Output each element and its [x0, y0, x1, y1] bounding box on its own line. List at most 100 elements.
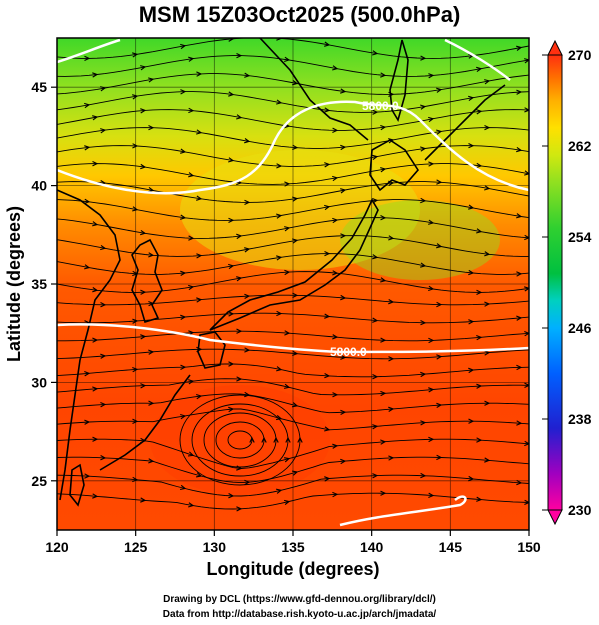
colorbar-scale	[547, 54, 563, 511]
streamline	[57, 199, 529, 221]
streamline-arrow	[100, 401, 107, 408]
streamline-arrow	[524, 382, 529, 388]
kyushu-coastline	[197, 331, 226, 369]
contour-northwest	[57, 38, 121, 64]
streamline-arrow	[428, 219, 435, 225]
streamline-arrow	[388, 455, 395, 461]
streamline-arrow	[468, 269, 475, 276]
streamline-arrow	[380, 439, 387, 445]
streamline-arrow	[100, 353, 107, 359]
streamline-arrow	[196, 129, 203, 135]
streamline-arrow	[420, 197, 427, 204]
streamline-arrow	[372, 109, 379, 115]
streamline-arrow	[236, 53, 243, 59]
streamline-arrow	[324, 162, 331, 168]
streamline-arrow	[284, 330, 291, 336]
streamline-arrow	[420, 420, 427, 426]
streamline-arrow	[148, 349, 155, 355]
streamline-arrow	[84, 198, 91, 205]
streamline-arrow	[228, 263, 235, 270]
streamline	[57, 181, 529, 203]
streamline-arrow	[484, 350, 491, 356]
streamline-arrow	[132, 52, 139, 58]
streamline-arrow	[468, 475, 475, 482]
streamline-arrow	[324, 476, 331, 482]
streamline-arrow	[148, 125, 155, 131]
honshu-coastline	[209, 198, 379, 331]
streamline-arrow	[436, 129, 443, 135]
streamline-arrow	[148, 400, 155, 406]
streamline-arrow	[516, 315, 523, 321]
streamline-arrow	[516, 271, 523, 277]
streamline-arrow	[332, 491, 339, 498]
streamline-arrow	[324, 251, 331, 257]
streamline-arrow	[132, 418, 139, 424]
streamline-arrow	[92, 493, 99, 499]
streamline-arrow	[340, 409, 347, 415]
streamline-arrow	[148, 186, 155, 193]
streamline-arrow	[476, 496, 483, 502]
streamline-arrow	[380, 390, 387, 397]
streamline-arrow	[84, 102, 91, 109]
cyclone-streamline	[227, 430, 253, 450]
streamline-arrow	[524, 499, 529, 506]
streamline-arrow	[420, 55, 427, 61]
y-tick-label: 30	[31, 374, 47, 390]
streamline-arrow	[388, 235, 395, 241]
streamline-arrow	[140, 163, 147, 170]
streamline-arrow	[476, 383, 483, 389]
streamline-arrow	[468, 204, 475, 210]
streamline	[57, 378, 529, 396]
streamline-arrow	[92, 337, 99, 343]
streamline-arrow	[180, 413, 187, 420]
streamline-arrow	[476, 228, 483, 234]
x-tick-label: 130	[203, 539, 227, 555]
streamline-arrow	[276, 414, 283, 421]
streamline-arrow	[516, 213, 523, 219]
streamline-arrow	[516, 420, 523, 426]
streamline-arrow	[140, 497, 147, 503]
streamline-arrow	[292, 144, 299, 151]
streamline-arrow	[324, 107, 331, 113]
streamline-arrow	[228, 38, 235, 42]
streamline-arrow	[428, 116, 435, 123]
streamline-arrow	[244, 391, 251, 398]
streamline-arrow	[340, 294, 347, 301]
streamline-arrow	[92, 221, 99, 227]
streamline-arrow	[291, 402, 299, 408]
contour-label-north: 5800.0	[362, 99, 399, 113]
map-plot-area	[57, 38, 529, 530]
streamline-arrow	[236, 114, 243, 120]
streamline-arrow	[468, 319, 475, 325]
streamline-arrow	[428, 337, 435, 344]
streamline-arrow	[332, 175, 339, 182]
streamline	[57, 253, 529, 275]
streamline-arrow	[468, 143, 475, 149]
streamline-arrow	[380, 490, 387, 496]
colorbar-max-triangle	[547, 39, 563, 56]
streamline-arrow	[428, 161, 435, 167]
streamline	[57, 109, 529, 131]
streamline-arrow	[524, 170, 529, 176]
streamline-arrow	[285, 436, 291, 443]
cyclone-streamline	[215, 421, 265, 459]
streamline-arrow	[436, 243, 443, 249]
contour-5800-south	[57, 323, 529, 354]
streamline-arrow	[428, 285, 435, 292]
cyclone-streamline	[203, 412, 277, 468]
streamline	[57, 235, 529, 257]
streamline-arrow	[283, 499, 291, 506]
streamline-arrow	[436, 87, 443, 93]
x-tick-label: 120	[45, 539, 69, 555]
streamline-arrow	[372, 473, 379, 479]
streamline-arrow	[180, 214, 187, 220]
korea-coastline	[131, 238, 163, 324]
streamline-arrow	[276, 99, 283, 105]
streamline-arrow	[236, 276, 243, 282]
streamline-arrow	[516, 146, 523, 153]
streamline-arrow	[292, 292, 299, 298]
streamline	[57, 91, 529, 113]
streamline-arrow	[420, 146, 427, 152]
streamline-arrow	[284, 269, 291, 276]
